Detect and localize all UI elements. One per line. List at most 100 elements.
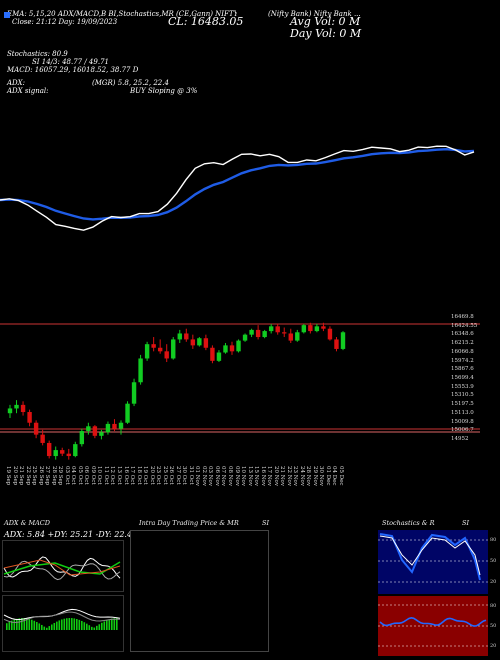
header-close-line: Close: 21:12 Day: 19/09/2023	[12, 18, 118, 26]
date-tick-label: 09 Oct	[89, 466, 96, 485]
candle-body[interactable]	[249, 329, 254, 335]
header-line: EMA: 5,15,20 ADX/MACD,B BI,Stochastics,M…	[7, 10, 237, 18]
date-tick-label: 17 Nov	[266, 466, 273, 486]
candle-body[interactable]	[40, 434, 45, 443]
date-tick-label: 13 Oct	[116, 466, 122, 485]
candle-body[interactable]	[99, 432, 104, 436]
candle-body[interactable]	[301, 325, 307, 333]
adx-values: (MGR) 5.8, 25.2, 22.4	[92, 79, 169, 87]
ema-fast-line	[0, 145, 475, 231]
candle-body[interactable]	[216, 352, 222, 361]
checkbox-icon[interactable]	[4, 12, 10, 18]
candle-body[interactable]	[314, 326, 320, 332]
date-tick-label: 27 Oct	[174, 466, 181, 485]
rsi-panel[interactable]	[378, 596, 488, 656]
date-tick-label: 23 Nov	[292, 466, 299, 486]
date-tick-label: 19 Oct	[142, 466, 149, 485]
candle-body[interactable]	[105, 423, 111, 433]
si-readout: SI 14/3: 48.77 / 49.71	[32, 58, 109, 66]
date-tick-label: 28 Sep	[50, 466, 57, 486]
date-tick-label: 15 Nov	[253, 466, 260, 486]
date-tick-label: 20 Oct	[148, 466, 155, 485]
candle-body[interactable]	[125, 403, 130, 423]
candle-body[interactable]	[177, 333, 182, 340]
stochastics-panel[interactable]	[378, 530, 488, 594]
candle-body[interactable]	[138, 358, 143, 383]
candle-body[interactable]	[197, 338, 202, 346]
date-tick-label: 16 Nov	[259, 466, 266, 486]
date-tick-label: 28 Nov	[305, 466, 312, 486]
candle-body[interactable]	[203, 338, 209, 348]
date-tick-label: 13 Nov	[246, 466, 253, 486]
candle-body[interactable]	[33, 422, 39, 435]
candle-body[interactable]	[268, 326, 274, 332]
candle-body[interactable]	[131, 382, 137, 404]
candle-body[interactable]	[262, 331, 267, 338]
candle-body[interactable]	[27, 412, 32, 423]
main-price-chart[interactable]	[0, 0, 500, 520]
candle-body[interactable]	[92, 426, 98, 436]
candle-body[interactable]	[210, 347, 215, 361]
candle-body[interactable]	[157, 347, 163, 352]
candle-body[interactable]	[190, 339, 196, 346]
candle-body[interactable]	[334, 339, 339, 349]
candle-body[interactable]	[308, 325, 313, 332]
candle-body[interactable]	[66, 453, 71, 457]
price-tick-label: 15113.0	[451, 409, 474, 416]
candle-body[interactable]	[60, 450, 65, 454]
candle-body[interactable]	[184, 333, 189, 340]
candle-body[interactable]	[46, 442, 52, 457]
candle-body[interactable]	[118, 422, 124, 429]
candle-body[interactable]	[151, 344, 156, 348]
candle-body[interactable]	[327, 328, 333, 340]
adx-panel-values: ADX: 5.84 +DY: 25.21 -DY: 22.43	[4, 530, 138, 539]
candle-body[interactable]	[255, 329, 261, 338]
candle-body[interactable]	[321, 326, 326, 329]
candle-body[interactable]	[7, 408, 13, 414]
candle-body[interactable]	[340, 332, 346, 349]
avg-volume: Avg Vol: 0 M	[290, 15, 361, 28]
intraday-title: Intra Day Trading Price & MR	[139, 519, 239, 527]
stochastics-readout: Stochastics: 80.9	[7, 50, 68, 58]
stochastics-panel-si: SI	[462, 519, 470, 527]
candle-body[interactable]	[112, 423, 117, 429]
candle-body[interactable]	[275, 326, 280, 333]
price-tick-label: 15009.8	[451, 418, 474, 425]
macd-readout: MACD: 16057.29, 16018.52, 38.77 D	[7, 66, 139, 74]
date-tick-label: 09 Nov	[233, 466, 240, 486]
candle-body[interactable]	[288, 333, 293, 341]
candle-body[interactable]	[295, 332, 300, 341]
date-tick-label: 03 Oct	[63, 466, 70, 485]
adx-panel[interactable]	[2, 540, 124, 592]
date-tick-label: 21 Sep	[18, 466, 25, 486]
candle-body[interactable]	[86, 426, 91, 432]
intraday-panel[interactable]	[130, 530, 269, 652]
date-tick-label: 08 Nov	[227, 466, 233, 486]
candle-body[interactable]	[14, 404, 19, 409]
macd-panel[interactable]	[2, 595, 124, 652]
date-tick-label: 26 Sep	[37, 466, 44, 486]
date-tick-label: 19 Sep	[5, 466, 11, 486]
date-tick-label: 27 Sep	[44, 466, 51, 486]
candle-body[interactable]	[229, 345, 235, 352]
candle-body[interactable]	[164, 351, 169, 359]
candle-body[interactable]	[171, 339, 176, 359]
candle-body[interactable]	[53, 450, 58, 457]
candle-body[interactable]	[73, 444, 78, 457]
date-tick-label: 10 Oct	[96, 466, 103, 485]
rsi-tick-20: 20	[490, 643, 497, 649]
candle-body[interactable]	[236, 340, 241, 352]
date-tick-label: 05 Dec	[338, 466, 344, 486]
candle-body[interactable]	[223, 345, 228, 353]
exchange-title: (Nifty Bank) Nifty Bank ...	[268, 10, 361, 18]
candle-body[interactable]	[144, 344, 150, 359]
date-tick-label: 22 Nov	[285, 466, 292, 486]
date-tick-label: 02 Nov	[200, 466, 207, 486]
candle-body[interactable]	[79, 431, 85, 445]
date-tick-label: 23 Oct	[155, 466, 162, 485]
candle-body[interactable]	[282, 332, 287, 334]
date-tick-label: 17 Oct	[129, 466, 136, 485]
date-tick-label: 21 Nov	[279, 466, 286, 486]
candle-body[interactable]	[20, 404, 26, 413]
candle-body[interactable]	[242, 334, 248, 341]
